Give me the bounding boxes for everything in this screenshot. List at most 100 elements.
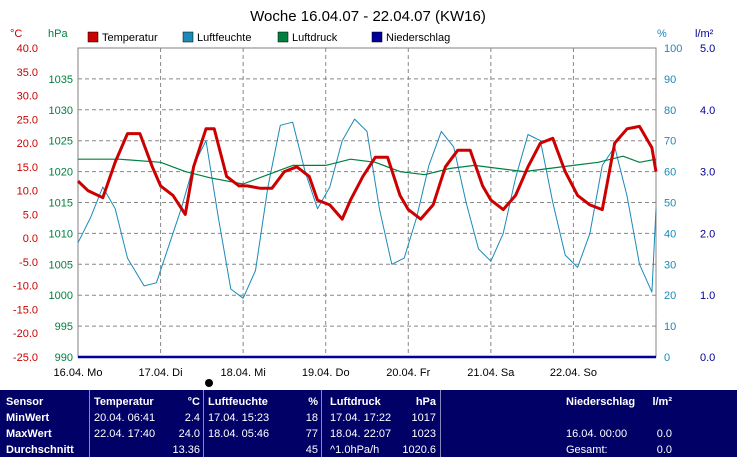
tick-label-temperature: -5.0 (19, 257, 38, 269)
weather-chart: Woche 16.04.07 - 22.04.07 (KW16) °C hPa … (10, 8, 715, 387)
tick-label-humidity: 10 (664, 321, 676, 333)
tick-label-humidity: 0 (664, 352, 670, 364)
series-pressure-line (78, 155, 657, 185)
footer-divider (321, 390, 322, 457)
press-min-value: 1017 (411, 412, 436, 424)
legend-swatch (182, 31, 194, 43)
tick-label-temperature: 35.0 (17, 67, 38, 79)
tick-label-humidity: 60 (664, 167, 676, 179)
row-label-avg: Durchschnitt (6, 444, 74, 456)
rain-header: Niederschlag (566, 396, 636, 408)
temp-unit: °C (187, 396, 200, 408)
unit-temperature: °C (10, 28, 22, 40)
legend-label: Temperatur (102, 32, 158, 44)
temp-max-value: 24.0 (178, 428, 200, 440)
tick-label-x: 17.04. Di (139, 367, 183, 379)
tick-label-pressure: 1005 (49, 259, 73, 271)
temp-min-time: 20.04. 06:41 (94, 412, 156, 424)
footer-divider (440, 390, 441, 457)
hum-max-time: 18.04. 05:46 (208, 428, 270, 440)
tick-label-x: 20.04. Fr (386, 367, 430, 379)
unit-rain: l/m² (695, 28, 714, 40)
press-max-value: 1023 (411, 428, 436, 440)
tick-label-temperature: -25.0 (13, 352, 38, 364)
temp-header: Temperatur (94, 396, 154, 408)
tick-label-temperature: -10.0 (13, 281, 38, 293)
tick-label-temperature: 30.0 (17, 91, 38, 103)
chart-series (76, 118, 658, 359)
tick-label-x: 16.04. Mo (54, 367, 103, 379)
tick-label-humidity: 40 (664, 228, 676, 240)
series-humidity-line (77, 118, 657, 299)
unit-pressure: hPa (48, 28, 68, 40)
tick-label-x: 18.04. Mi (221, 367, 266, 379)
tick-label-temperature: 20.0 (17, 138, 38, 150)
legend-label: Luftfeuchte (197, 32, 251, 44)
tick-label-rain: 0.0 (700, 352, 715, 364)
tick-label-pressure: 1030 (49, 105, 73, 117)
temp-avg-value: 13.36 (172, 444, 200, 456)
press-header: Luftdruck (330, 396, 381, 408)
tick-label-temperature: 40.0 (17, 43, 38, 55)
tick-label-pressure: 995 (55, 321, 73, 333)
tick-label-pressure: 1020 (49, 167, 73, 179)
footer-divider (89, 390, 90, 457)
tick-label-humidity: 50 (664, 198, 676, 210)
legend-label: Luftdruck (292, 32, 338, 44)
footer-divider (203, 390, 204, 457)
tick-label-humidity: 100 (664, 43, 682, 55)
tick-label-rain: 3.0 (700, 167, 715, 179)
unit-humidity: % (657, 28, 667, 40)
tick-label-pressure: 1035 (49, 74, 73, 86)
row-label-min: MinWert (6, 412, 50, 424)
hum-header: Luftfeuchte (208, 396, 268, 408)
legend-swatch (277, 31, 289, 43)
tick-label-temperature: 25.0 (17, 114, 38, 126)
hum-avg-value: 45 (305, 444, 318, 456)
row-label-sensor: Sensor (6, 396, 44, 408)
tick-label-temperature: 10.0 (17, 186, 38, 198)
tick-label-rain: 4.0 (700, 105, 715, 117)
temp-min-value: 2.4 (184, 412, 200, 424)
rain-unit: l/m² (652, 396, 672, 408)
press-avg-label: ^1.0hPa/h (330, 444, 380, 456)
tick-label-pressure: 990 (55, 352, 73, 364)
tick-label-rain: 2.0 (700, 228, 715, 240)
tick-label-temperature: -15.0 (13, 304, 38, 316)
chart-legend: Temperatur Luftfeuchte Luftdruck Niederschl… (87, 31, 450, 44)
temp-max-time: 22.04. 17:40 (94, 428, 156, 440)
tick-label-temperature: -20.0 (13, 328, 38, 340)
tick-label-pressure: 1025 (49, 136, 73, 148)
time-marker[interactable] (205, 379, 213, 387)
tick-label-rain: 1.0 (700, 290, 715, 302)
hum-min-value: 18 (305, 412, 318, 424)
legend-swatch (87, 31, 99, 43)
tick-label-humidity: 30 (664, 259, 676, 271)
series-temperature-line (76, 124, 658, 221)
hum-unit: % (308, 396, 318, 408)
tick-label-humidity: 90 (664, 74, 676, 86)
tick-label-x: 22.04. So (550, 367, 597, 379)
row-label-max: MaxWert (6, 428, 52, 440)
chart-title: Woche 16.04.07 - 22.04.07 (KW16) (250, 8, 486, 25)
press-max-time: 18.04. 22:07 (330, 428, 392, 440)
stats-footer: Sensor MinWert MaxWert Durchschnitt Temp… (0, 390, 737, 457)
press-unit: hPa (415, 396, 436, 408)
tick-label-x: 19.04. Do (302, 367, 350, 379)
tick-label-humidity: 20 (664, 290, 676, 302)
tick-label-x: 21.04. Sa (467, 367, 515, 379)
tick-label-temperature: 15.0 (17, 162, 38, 174)
press-min-time: 17.04. 17:22 (330, 412, 392, 424)
legend-label: Niederschlag (386, 32, 450, 44)
hum-max-value: 77 (305, 428, 318, 440)
press-avg-value: 1020.6 (402, 444, 436, 456)
tick-label-humidity: 70 (664, 136, 676, 148)
tick-label-temperature: 5.0 (23, 209, 38, 221)
legend-swatch (371, 31, 383, 43)
rain-total-value: 0.0 (656, 444, 672, 456)
tick-label-humidity: 80 (664, 105, 676, 117)
rain-max-time: 16.04. 00:00 (566, 428, 628, 440)
tick-label-pressure: 1015 (49, 198, 73, 210)
axis-ticks: 40.0 35.0 30.0 25.0 20.0 15.0 10.0 5.0 0.0 -5.0 -1… (13, 43, 715, 379)
rain-max-value: 0.0 (656, 428, 672, 440)
